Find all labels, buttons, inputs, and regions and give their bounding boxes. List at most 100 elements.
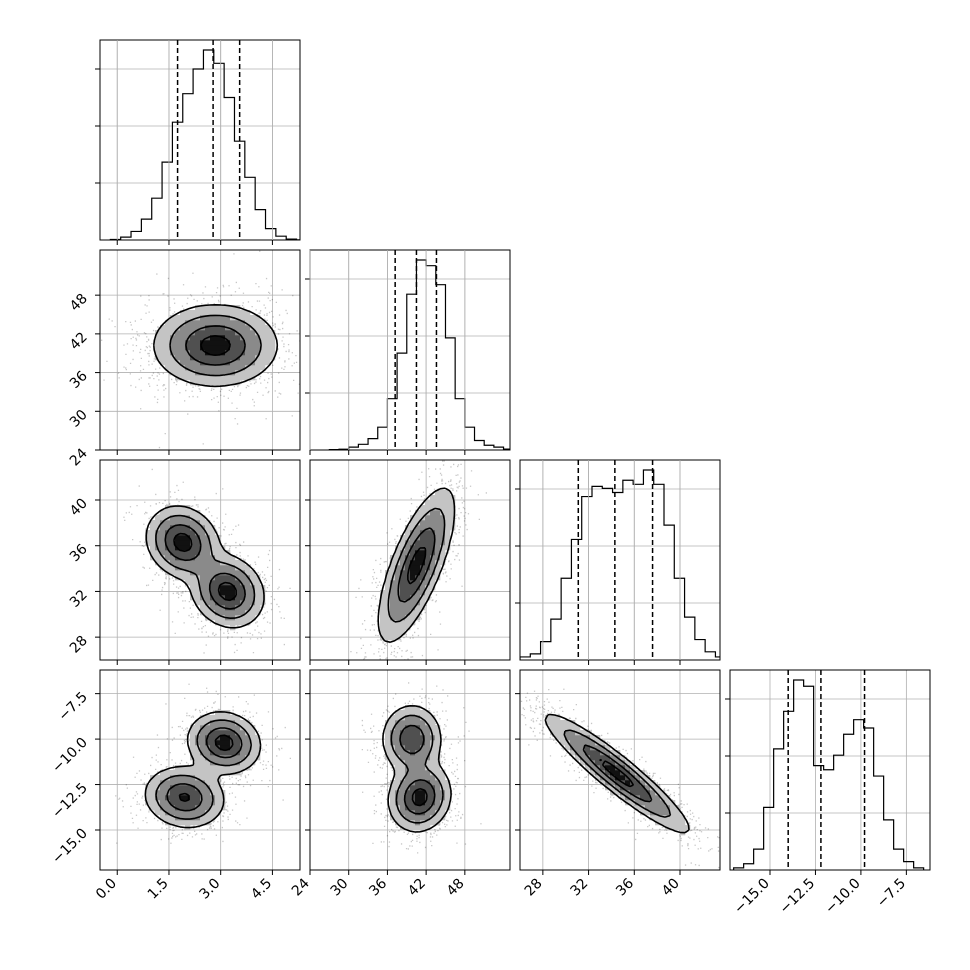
density-cell [210, 380, 216, 386]
density-cell [165, 355, 171, 361]
density-cell [220, 360, 226, 366]
density-cell [245, 375, 251, 381]
density-cell [150, 795, 156, 801]
density-cell [215, 755, 221, 761]
density-cell [200, 765, 206, 771]
density-cell [165, 540, 171, 546]
density-cell [430, 585, 436, 591]
density-cell [195, 560, 201, 566]
density-cell [570, 735, 576, 741]
density-cell [180, 330, 186, 336]
density-cell [385, 730, 391, 736]
density-cell [400, 615, 406, 621]
density-cell [660, 815, 666, 821]
histogram-panel [515, 459, 721, 665]
density-cell [390, 590, 396, 596]
density-cell [160, 565, 166, 571]
density-cell [410, 565, 416, 571]
density-cell [600, 780, 606, 786]
density-cell [255, 335, 261, 341]
density-cell [180, 805, 186, 811]
scatter-points [350, 460, 487, 660]
density-cell [205, 780, 211, 786]
density-cell [220, 580, 226, 586]
density-cell [440, 805, 446, 811]
density-cell [395, 550, 401, 556]
density-cell [430, 495, 436, 501]
density-cell [560, 735, 566, 741]
density-cell [435, 570, 441, 576]
density-cell [205, 325, 211, 331]
density-cell [210, 330, 216, 336]
density-cell [240, 745, 246, 751]
density-cell [205, 765, 211, 771]
density-cell [165, 770, 171, 776]
density-cell [185, 555, 191, 561]
density-cell [385, 635, 391, 641]
density-cell [215, 370, 221, 376]
density-cell [205, 555, 211, 561]
density-cell [415, 575, 421, 581]
density-cell [230, 575, 236, 581]
panel-frame [519, 459, 721, 661]
density-cell [400, 765, 406, 771]
density-cell [215, 350, 221, 356]
density-cell [200, 810, 206, 816]
density-cell [390, 790, 396, 796]
density-cell [220, 575, 226, 581]
density-cell [210, 715, 216, 721]
density-cell [430, 820, 436, 826]
density-cell [260, 365, 266, 371]
density-cell [210, 550, 216, 556]
density-cell [420, 535, 426, 541]
density-cell [400, 625, 406, 631]
density-cell [195, 790, 201, 796]
density-cell [205, 730, 211, 736]
density-cell [200, 820, 206, 826]
density-cell [175, 370, 181, 376]
density-cell [160, 350, 166, 356]
density-cell [205, 330, 211, 336]
density-cell [570, 740, 576, 746]
density-cell [170, 335, 176, 341]
y-tick-label: 28 [67, 633, 91, 657]
density-cell [210, 590, 216, 596]
density-cell [195, 340, 201, 346]
density-cell [415, 525, 421, 531]
density-cell [150, 525, 156, 531]
density-cell [200, 805, 206, 811]
density-cell [435, 750, 441, 756]
density-cell [435, 725, 441, 731]
density-cell [655, 815, 661, 821]
density-cell [225, 565, 231, 571]
density-cell [230, 365, 236, 371]
density-cell [405, 795, 411, 801]
density-cell [435, 770, 441, 776]
density-cell [195, 350, 201, 356]
density-cell [190, 770, 196, 776]
density-cell [250, 740, 256, 746]
density-cell [160, 330, 166, 336]
density-cell [425, 500, 431, 506]
density-cell [400, 710, 406, 716]
density-cell [210, 580, 216, 586]
density-cell [200, 555, 206, 561]
density-cell [410, 815, 416, 821]
density-cell [235, 375, 241, 381]
density-cell [425, 560, 431, 566]
density-cell [260, 325, 266, 331]
density-cell [210, 540, 216, 546]
density-cell [420, 780, 426, 786]
density-cell [440, 495, 446, 501]
density-cell [400, 720, 406, 726]
density-cell [415, 530, 421, 536]
density-cell [220, 585, 226, 591]
density-cell [185, 545, 191, 551]
density-cell [235, 765, 241, 771]
density-cell [655, 805, 661, 811]
density-cell [245, 615, 251, 621]
density-cell [210, 570, 216, 576]
density-cell [240, 580, 246, 586]
density-cell [230, 750, 236, 756]
density-cell [430, 510, 436, 516]
